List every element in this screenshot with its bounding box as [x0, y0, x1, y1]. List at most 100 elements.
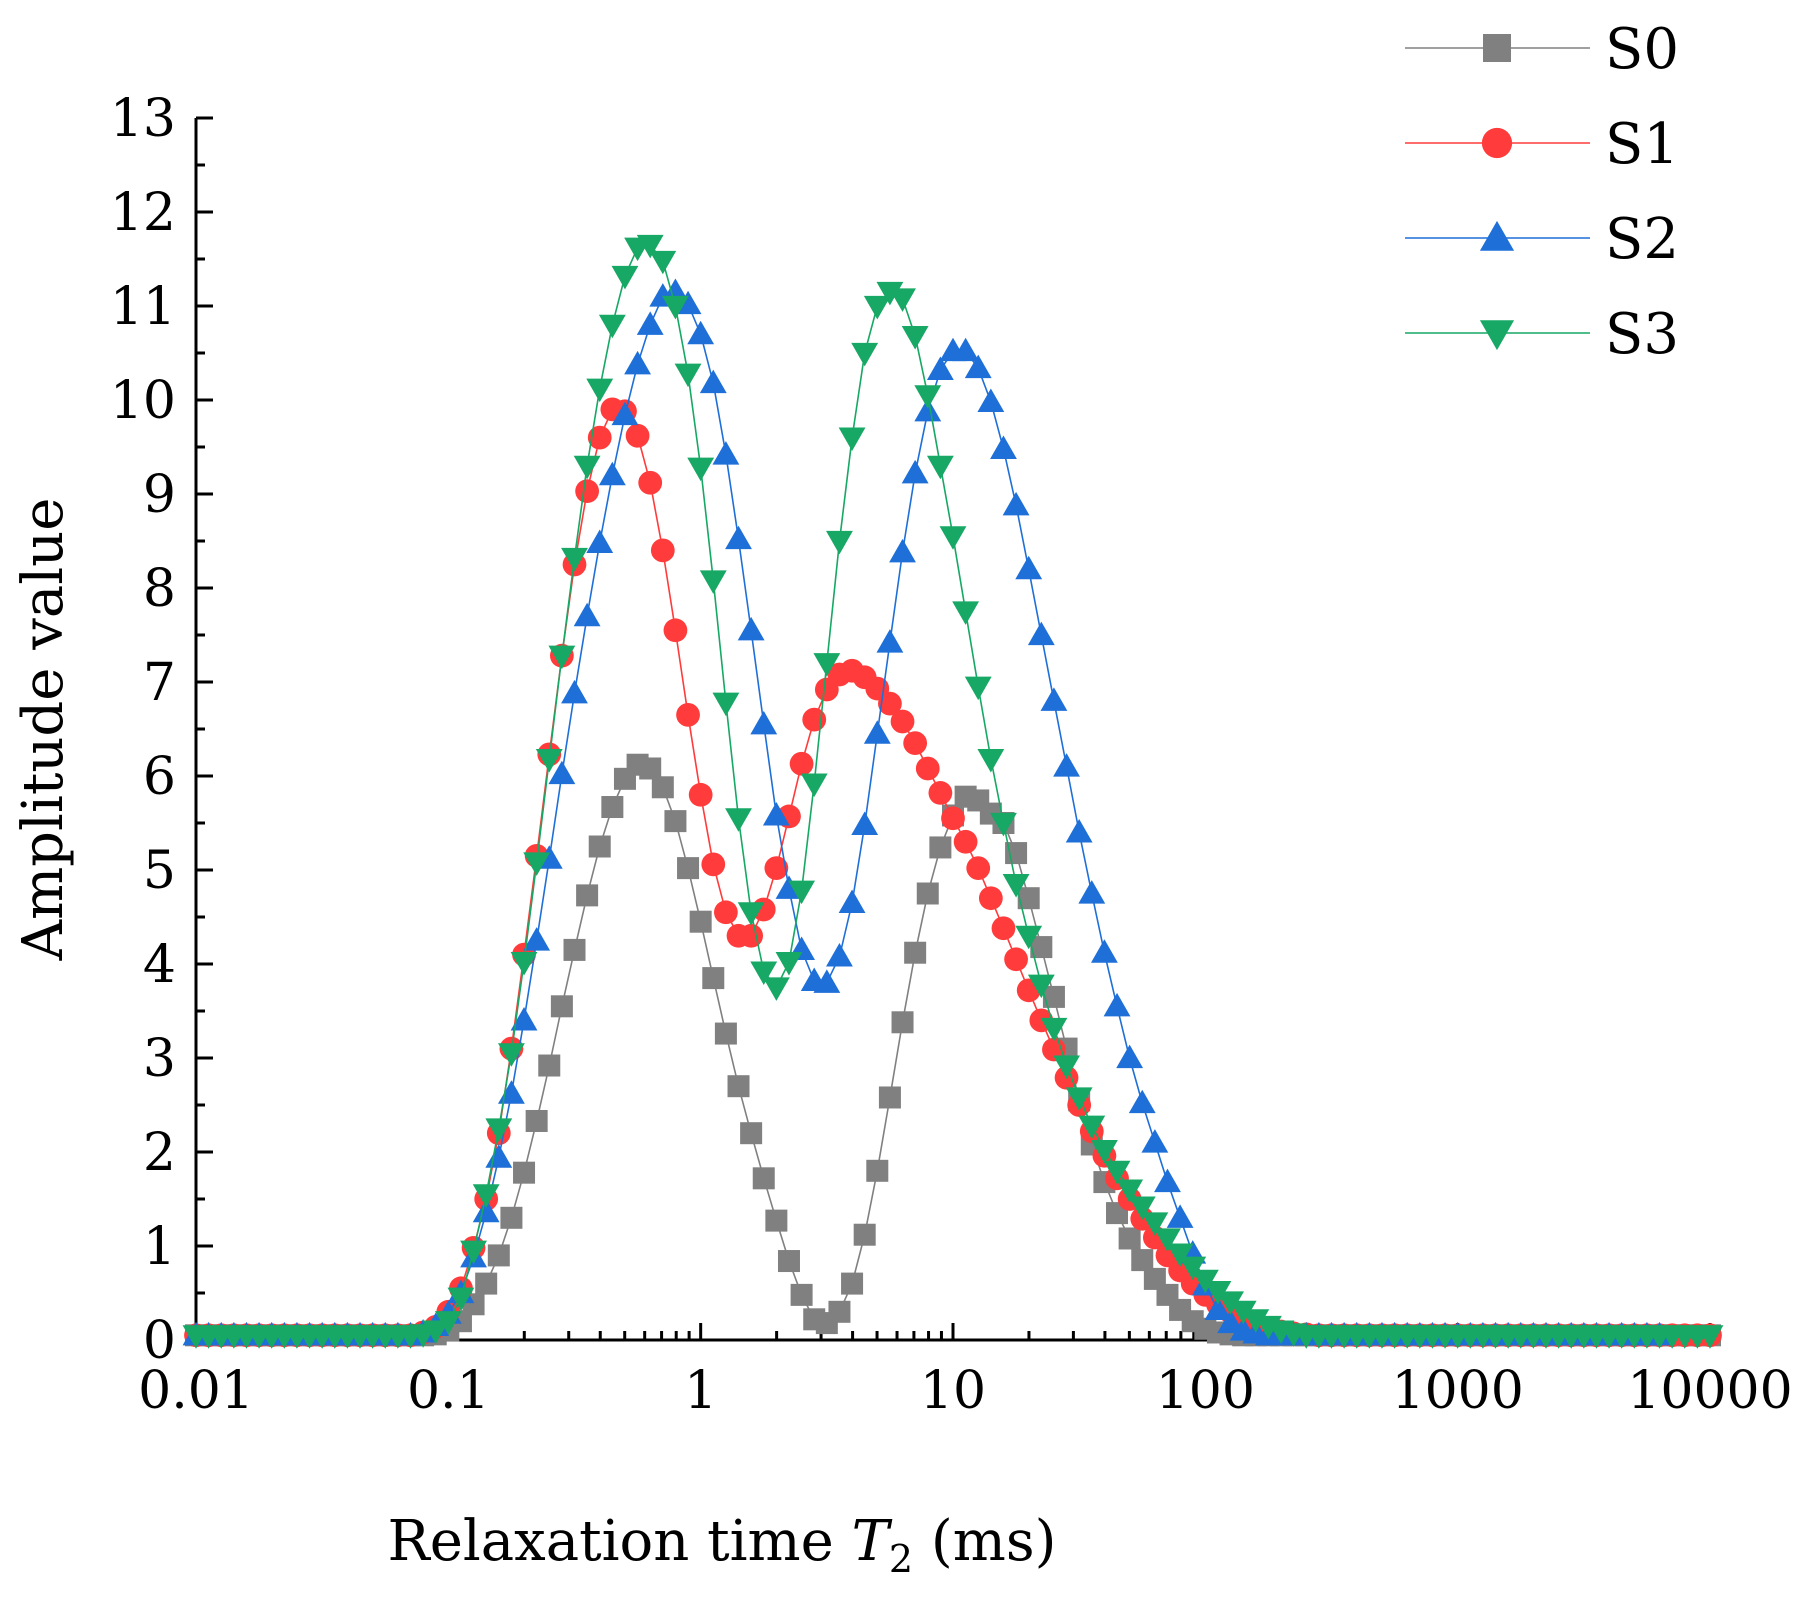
- data-point: [563, 938, 586, 961]
- data-point: [1154, 1168, 1181, 1193]
- data-point: [750, 961, 778, 985]
- data-point: [826, 943, 853, 967]
- data-point: [677, 857, 700, 880]
- data-point: [1015, 925, 1043, 950]
- data-point: [714, 1022, 737, 1045]
- y-tick-label: 10: [110, 371, 176, 431]
- data-point: [575, 479, 599, 504]
- data-point: [1204, 1296, 1232, 1320]
- data-point: [573, 455, 601, 480]
- data-point: [1103, 1160, 1131, 1185]
- x-tick-label: 1000: [1391, 1361, 1523, 1421]
- data-point: [1090, 939, 1118, 963]
- data-point: [941, 806, 965, 831]
- data-point: [699, 369, 727, 394]
- data-point: [561, 547, 588, 572]
- data-point: [1027, 621, 1055, 646]
- x-tick-label: 0.1: [407, 1361, 490, 1421]
- data-point: [1002, 874, 1030, 898]
- x-axis-title: Relaxation time T2 (ms): [388, 1509, 1057, 1581]
- data-point: [1103, 992, 1131, 1017]
- data-point: [497, 1043, 525, 1067]
- data-point: [548, 760, 576, 785]
- data-point: [687, 457, 715, 482]
- data-point: [475, 1272, 498, 1295]
- data-point: [1040, 687, 1068, 711]
- data-point: [740, 1122, 763, 1145]
- series-layer: [182, 234, 1724, 1349]
- data-point: [1065, 1087, 1093, 1111]
- data-point: [550, 995, 573, 1018]
- data-point: [561, 679, 588, 704]
- data-point: [890, 709, 915, 734]
- data-point: [485, 1118, 513, 1142]
- y-tick-label: 5: [143, 841, 176, 901]
- data-point: [977, 749, 1005, 773]
- data-point: [1696, 1325, 1724, 1349]
- x-axis-ticks: 0.01 0.1 1 10 100 1000 10000: [138, 1323, 1793, 1421]
- x-tick-label: 100: [1156, 1361, 1255, 1421]
- y-tick-label: 9: [143, 465, 176, 525]
- data-point: [990, 435, 1017, 459]
- legend-label: S2: [1605, 207, 1679, 272]
- data-point: [1030, 936, 1053, 959]
- data-point: [725, 525, 752, 550]
- data-point: [650, 538, 675, 563]
- data-point: [1229, 1300, 1257, 1325]
- data-point: [828, 1300, 851, 1323]
- series-s2: [182, 278, 1673, 1346]
- data-point: [586, 378, 614, 403]
- y-tick-label: 4: [143, 935, 176, 995]
- data-point: [826, 530, 853, 555]
- data-point: [636, 311, 664, 335]
- data-point: [701, 852, 726, 877]
- data-point: [487, 1244, 510, 1267]
- y-tick-label: 6: [143, 747, 176, 807]
- plot-area: [194, 118, 1710, 1342]
- data-point: [1154, 1228, 1181, 1252]
- legend-marker: [1479, 220, 1515, 251]
- data-point: [838, 889, 866, 913]
- data-point: [737, 616, 765, 641]
- data-point: [952, 601, 980, 625]
- data-point: [1040, 1017, 1068, 1042]
- series-s0: [185, 753, 1721, 1347]
- data-point: [472, 1198, 500, 1223]
- data-point: [878, 691, 902, 716]
- data-point: [952, 337, 980, 362]
- data-point: [576, 884, 599, 907]
- data-point: [966, 856, 991, 880]
- data-point: [625, 423, 650, 448]
- data-point: [1118, 1227, 1141, 1250]
- data-point: [903, 731, 928, 755]
- data-point: [727, 1075, 750, 1098]
- data-point: [688, 782, 713, 807]
- legend-marker: [1481, 127, 1513, 159]
- data-point: [649, 250, 677, 275]
- data-point: [1166, 1204, 1194, 1228]
- data-point: [926, 455, 954, 480]
- data-point: [915, 756, 940, 781]
- legend-item-s0: S0: [1405, 17, 1679, 82]
- legend-label: S0: [1605, 17, 1679, 82]
- data-point: [598, 314, 626, 339]
- data-point: [611, 401, 639, 426]
- data-point: [863, 295, 891, 320]
- data-point: [687, 320, 715, 345]
- data-point: [1015, 555, 1043, 580]
- data-point: [1141, 1129, 1169, 1153]
- data-point: [535, 749, 563, 773]
- data-point: [525, 1109, 548, 1132]
- legend-marker: [1479, 320, 1515, 351]
- data-point: [674, 363, 702, 388]
- data-point: [1179, 1256, 1207, 1281]
- data-point: [939, 526, 967, 550]
- data-point: [765, 1209, 788, 1232]
- data-point: [497, 1080, 525, 1104]
- data-point: [472, 1184, 500, 1208]
- data-point: [1217, 1291, 1244, 1315]
- x-tick-label: 10: [920, 1361, 986, 1421]
- data-point: [1090, 1140, 1118, 1164]
- data-point: [1141, 1212, 1169, 1236]
